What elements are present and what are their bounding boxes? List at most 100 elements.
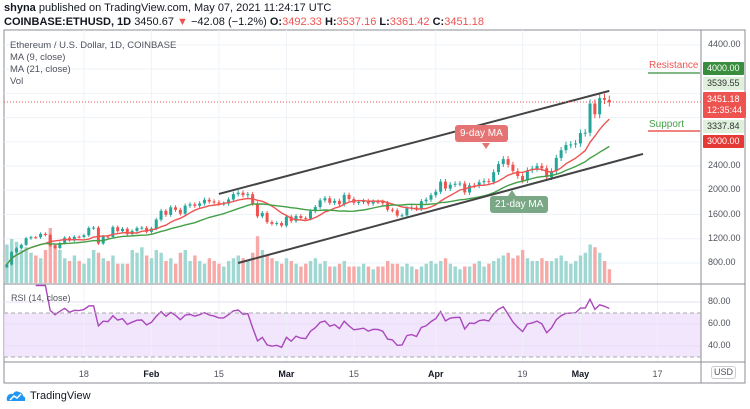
candle-body <box>39 233 43 238</box>
volume-bar <box>154 250 159 283</box>
volume-bar <box>472 263 477 283</box>
candle-body <box>313 207 317 212</box>
volume-bar <box>588 244 592 283</box>
volume-bar <box>323 261 327 283</box>
candle-body <box>487 181 491 183</box>
volume-bar <box>429 261 433 283</box>
volume-bar <box>294 263 298 283</box>
channel-trendline <box>237 152 644 264</box>
candle-body <box>569 144 573 146</box>
volume-bar <box>598 252 602 283</box>
volume-bar <box>145 255 149 283</box>
candle-body <box>559 150 563 158</box>
volume-bar <box>463 266 467 283</box>
volume-bar <box>270 258 274 283</box>
time-tick-label: 17 <box>652 369 663 379</box>
volume-bar <box>337 263 342 283</box>
last-price-value: 3451.18 <box>707 94 740 104</box>
legend-vol[interactable]: Vol <box>10 76 24 87</box>
volume-bar <box>554 258 559 283</box>
volume-bar <box>29 252 33 283</box>
tradingview-logo[interactable]: TradingView <box>6 390 91 402</box>
open-value: 3492.33 <box>282 16 322 28</box>
candle-body <box>169 207 173 215</box>
volume-bar <box>231 258 236 283</box>
time-tick-label: 15 <box>213 369 224 379</box>
volume-bar <box>304 263 308 283</box>
legend-title: Ethereum / U.S. Dollar, 1D, COINBASE <box>10 40 177 51</box>
volume-bar <box>376 266 380 283</box>
volume-bar <box>549 261 554 283</box>
candle-body <box>545 168 549 178</box>
volume-bar <box>251 252 255 283</box>
candle-body <box>390 209 394 211</box>
candle-body <box>236 192 240 195</box>
resistance-tag: 4000.00 <box>703 62 744 75</box>
volume-bar <box>193 255 197 283</box>
candle-body <box>376 201 380 203</box>
volume-bar <box>236 255 240 283</box>
candle-body <box>183 205 187 214</box>
candle-body <box>501 159 505 165</box>
candle-body <box>14 248 18 253</box>
candle-body <box>419 201 423 210</box>
volume-bar <box>111 255 115 283</box>
volume-bar <box>72 255 77 283</box>
volume-bar <box>443 258 448 283</box>
low-tag: 3337.84 <box>703 120 744 133</box>
volume-bar <box>106 261 110 283</box>
candle-body <box>202 199 206 204</box>
last-price-tag: 3451.18 12:35:44 <box>703 92 747 118</box>
price-tick-label: 2000.00 <box>708 184 741 195</box>
volume-bar <box>487 263 491 283</box>
trendlines[interactable] <box>218 89 644 264</box>
candle-body <box>145 227 149 232</box>
legend-ma9[interactable]: MA (9, close) <box>10 52 66 63</box>
candle-body <box>496 164 500 173</box>
rsi-line <box>35 284 610 349</box>
candle-body <box>96 227 100 244</box>
candle-body <box>386 203 390 210</box>
candle-body <box>482 181 486 183</box>
candle-body <box>492 172 496 182</box>
currency-button[interactable]: USD <box>711 366 737 379</box>
volume-bar <box>569 263 573 283</box>
brand-name: TradingView <box>30 390 91 402</box>
volume-bar <box>19 250 24 283</box>
low-label: L: <box>379 16 390 28</box>
ma9-box-pointer <box>482 143 490 149</box>
last-price: 3450.67 <box>134 16 174 28</box>
volume-bar <box>482 266 486 283</box>
volume-bar <box>222 266 226 283</box>
candle-body <box>284 216 288 226</box>
candle-body <box>583 132 587 134</box>
volume-bar <box>34 255 38 283</box>
legend-ma21[interactable]: MA (21, close) <box>10 64 71 75</box>
volume-bar <box>164 261 168 283</box>
volume-bar <box>386 261 390 283</box>
volume-bar <box>67 261 72 283</box>
candle-body <box>174 207 178 210</box>
candle-body <box>477 182 481 186</box>
candle-body <box>246 194 250 196</box>
volume-bar <box>578 255 583 283</box>
candle-body <box>593 103 597 115</box>
candle-body <box>294 216 298 222</box>
resistance-label: Resistance <box>649 60 699 71</box>
volume-bar <box>371 269 375 283</box>
candle-body <box>275 223 279 225</box>
volume-bar <box>135 252 139 283</box>
volume-bar <box>540 258 544 283</box>
candle-body <box>227 199 231 204</box>
volume-bar <box>125 263 130 283</box>
volume-bar <box>265 255 269 283</box>
volume-bar <box>217 263 221 283</box>
legend-rsi[interactable]: RSI (14, close) <box>11 293 71 303</box>
candle-body <box>265 212 269 223</box>
channel-trendline <box>218 89 610 195</box>
candle-body <box>448 184 452 189</box>
volume-bar <box>38 258 43 283</box>
volume-bar <box>424 263 428 283</box>
volume-bar <box>96 252 101 283</box>
